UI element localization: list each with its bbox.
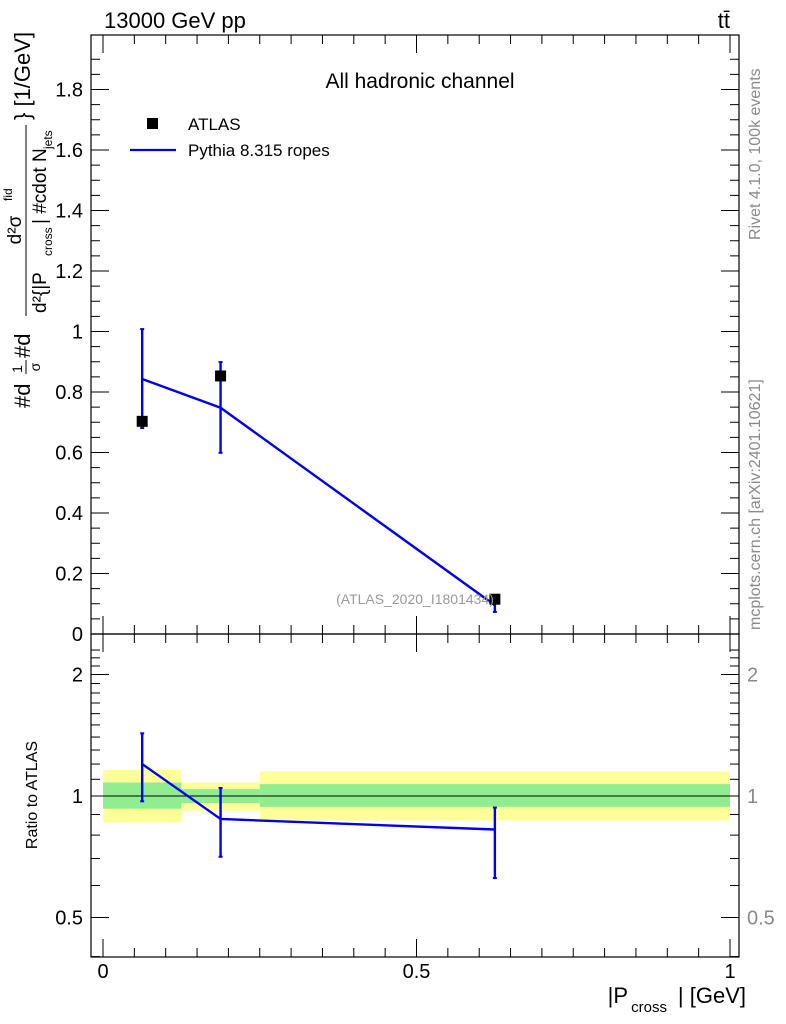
- legend-label-atlas: ATLAS: [188, 115, 241, 134]
- ylabel-tail: } [1/GeV]: [10, 32, 35, 120]
- watermark: (ATLAS_2020_I1801434): [336, 591, 494, 607]
- svg-text:jets: jets: [41, 130, 55, 150]
- legend-marker-atlas: [147, 118, 158, 129]
- mc-line: [141, 377, 496, 607]
- svg-text:| #cdot N: | #cdot N: [30, 148, 51, 224]
- ylabel-frac2-num: d²σ: [5, 215, 26, 244]
- x-tick-label: 1: [724, 961, 735, 983]
- x-axis-label-main: |P: [608, 983, 628, 1008]
- ylabel-mid: #d: [10, 334, 35, 358]
- ylabel-frac2-den-a: d²{|P: [30, 272, 51, 313]
- legend: ATLAS Pythia 8.315 ropes: [130, 115, 330, 160]
- data-point: [489, 593, 501, 605]
- x-axis-label: |P cross | [GeV]: [608, 983, 746, 1016]
- data-point: [136, 415, 148, 427]
- main-y-tick-label: 0.2: [55, 564, 83, 586]
- rivet-label: Rivet 4.1.0, 100k events: [747, 68, 764, 240]
- main-title: All hadronic channel: [325, 70, 514, 93]
- header-final-state: tt̄: [718, 8, 730, 33]
- ylabel-frac2-den-sub2: jets: [41, 130, 55, 150]
- x-axis-label-tail: | [GeV]: [678, 983, 746, 1008]
- svg-text:fid: fid: [1, 188, 15, 201]
- main-y-tick-label: 1: [72, 322, 83, 344]
- svg-text:d²{|P: d²{|P: [30, 272, 51, 313]
- data-point: [215, 370, 227, 382]
- ratio-y-tick-label: 2: [72, 665, 83, 687]
- main-y-tick-label: 1.4: [55, 201, 83, 223]
- main-y-tick-label: 0.4: [55, 503, 83, 525]
- ratio-x-ticks: 0 0.5 1: [97, 634, 736, 983]
- svg-text:1 σ: 1 σ: [9, 361, 43, 373]
- ratio-marks: [103, 732, 730, 880]
- ratio-y-axis-label: Ratio to ATLAS: [24, 741, 41, 849]
- ratio-y-ticks: 0.5 0.5 1 1 2 2: [55, 649, 775, 958]
- ratio-y-tick-label: 0.5: [55, 907, 83, 929]
- main-marks: [136, 328, 501, 613]
- ylabel-frac2-num-sup: fid: [1, 188, 15, 201]
- main-panel: 0 0.2 0.4 0.6 0.8 1 1.2 1.4 1.6 1.8 All hadronic …: [1, 32, 740, 646]
- svg-text:d²σ: d²σ: [5, 215, 26, 244]
- mcplots-label: mcplots.cern.ch [arXiv:2401.10621]: [747, 379, 764, 630]
- ylabel-frac1-den: σ: [27, 362, 43, 371]
- ratio-y-tick-label-right: 1: [747, 786, 758, 808]
- x-tick-label: 0: [97, 961, 108, 983]
- svg-text:} [1/GeV]: } [1/GeV]: [10, 32, 35, 120]
- ylabel-frac2-den-sub: cross: [41, 227, 55, 256]
- main-y-tick-label: 0: [72, 624, 83, 646]
- main-y-tick-label: 0.8: [55, 382, 83, 404]
- header-process: 13000 GeV pp: [104, 8, 246, 33]
- ylabel-frac1-num: 1: [9, 365, 25, 373]
- x-tick-label: 0.5: [403, 961, 431, 983]
- ratio-y-tick-label-right: 0.5: [747, 907, 775, 929]
- svg-text:#d: #d: [10, 384, 35, 408]
- ratio-panel: 0.5 0.51 12 2 0 0.5 1 Ratio to ATLAS |P cross |…: [24, 633, 775, 1016]
- ylabel-lead: #d: [10, 384, 35, 408]
- x-axis-label-sub: cross: [631, 999, 667, 1016]
- main-y-tick-label: 1.6: [55, 140, 83, 162]
- main-y-tick-label: 1.8: [55, 80, 83, 102]
- main-y-axis-label: #d 1 σ #d d²σ fid d²{|P cross: [1, 32, 55, 408]
- svg-text:#d: #d: [10, 334, 35, 358]
- main-y-tick-label: 0.6: [55, 443, 83, 465]
- ratio-y-tick-label-right: 2: [747, 665, 758, 687]
- ylabel-frac2-den-b: | #cdot N: [30, 148, 51, 224]
- legend-label-pythia: Pythia 8.315 ropes: [188, 141, 330, 160]
- main-y-tick-label: 1.2: [55, 261, 83, 283]
- ratio-y-tick-label: 1: [72, 786, 83, 808]
- ratio-band-inner: [259, 784, 730, 807]
- svg-text:cross: cross: [41, 227, 55, 256]
